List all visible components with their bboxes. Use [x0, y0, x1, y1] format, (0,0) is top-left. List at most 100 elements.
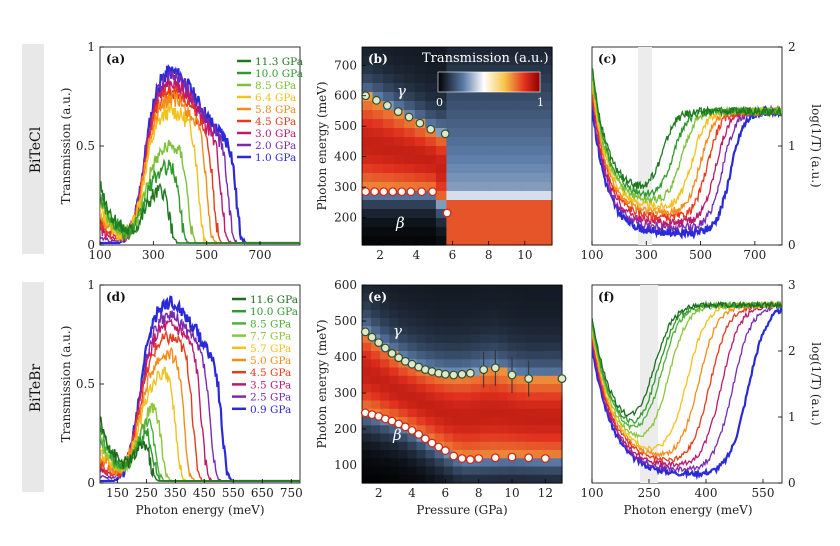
heat-cell	[462, 326, 472, 336]
heat-cell	[446, 236, 458, 246]
heat-cell	[525, 425, 536, 435]
heat-cell	[434, 384, 445, 393]
heat-cell	[480, 326, 490, 336]
heat-cell	[525, 417, 536, 426]
ytick-label: 700	[334, 58, 357, 72]
heat-cell	[425, 458, 436, 468]
heat-cell	[543, 293, 554, 303]
heat-cell	[462, 285, 472, 294]
heat-cell	[471, 301, 481, 311]
heat-cell	[516, 433, 527, 443]
legend-item: 5.0 GPa	[250, 355, 291, 367]
heat-cell	[443, 441, 454, 451]
heat-cell	[534, 450, 545, 459]
ytick-label: 3	[788, 278, 796, 292]
heat-cell	[416, 293, 427, 303]
heat-cell	[393, 164, 405, 174]
xtick-label: 400	[695, 486, 718, 500]
heat-cell	[452, 392, 463, 402]
heat-cell	[525, 351, 536, 360]
heat-cell	[383, 110, 395, 120]
heat-cell	[393, 83, 405, 93]
heat-cell	[457, 56, 469, 66]
heat-cell	[525, 392, 536, 402]
heat-cell	[480, 318, 490, 327]
heat-cell	[425, 101, 437, 111]
heat-cell	[362, 375, 372, 385]
heat-cell	[499, 236, 511, 246]
heat-cell	[446, 92, 458, 102]
legend-item: 11.3 GPa	[255, 56, 303, 68]
heat-cell	[383, 128, 395, 138]
heat-cell	[543, 392, 554, 402]
heat-cell	[525, 285, 536, 294]
heat-cell	[446, 227, 458, 237]
heat-cell	[443, 458, 454, 468]
gamma-label-e: γ	[393, 322, 402, 340]
heat-cell	[480, 417, 490, 426]
heat-cell	[530, 47, 543, 57]
heat-cell	[525, 342, 536, 352]
heat-cell	[478, 56, 490, 66]
ytick-label: 0.5	[76, 139, 95, 153]
heat-cell	[534, 384, 545, 393]
heat-cell	[446, 164, 458, 174]
ytick-label: 300	[334, 386, 357, 400]
heat-cell	[443, 309, 454, 319]
heat-cell	[498, 425, 509, 435]
heat-cell	[471, 458, 481, 468]
heat-cell	[516, 400, 527, 410]
heat-cell	[543, 417, 554, 426]
heat-cell	[488, 209, 500, 219]
heat-cell	[425, 236, 437, 246]
beta-point	[379, 187, 389, 197]
heat-cell	[389, 359, 399, 369]
panel-d: (d) Transmission (a.u.) Photon energy (m…	[59, 278, 303, 517]
heat-cell	[488, 47, 500, 57]
heat-cell	[371, 450, 381, 459]
heat-cell	[372, 227, 384, 237]
heat-cell	[462, 408, 472, 418]
heat-cell	[520, 56, 532, 66]
heat-cell	[446, 47, 458, 57]
beta-point	[370, 187, 380, 197]
heat-cell	[389, 450, 399, 459]
heat-cell	[435, 227, 448, 237]
heat-cell	[425, 56, 437, 66]
heat-cell	[478, 173, 490, 183]
xtick-label: 350	[164, 486, 187, 500]
heat-cell	[489, 293, 499, 303]
heat-cell	[534, 326, 545, 336]
heat-cell	[398, 433, 409, 443]
heat-cell	[434, 318, 445, 327]
heat-cell	[467, 218, 479, 228]
heat-cell	[498, 318, 509, 327]
heat-cell	[362, 65, 374, 75]
heat-cell	[462, 458, 472, 468]
heat-cell	[371, 367, 381, 377]
heat-cell	[416, 450, 427, 459]
heat-cell	[507, 441, 518, 451]
heat-cell	[380, 458, 390, 468]
gamma-point	[465, 368, 475, 378]
ytick-label: 600	[334, 278, 357, 292]
gamma-point	[440, 369, 450, 379]
heat-cell	[543, 450, 554, 459]
heat-cell	[443, 408, 454, 418]
heat-cell	[520, 128, 532, 138]
gamma-point	[440, 129, 450, 139]
heat-cell	[457, 65, 469, 75]
heat-cell	[362, 342, 372, 352]
heat-cell	[452, 326, 463, 336]
heat-cell	[404, 56, 416, 66]
gamma-point	[479, 365, 489, 375]
heat-cell	[488, 92, 500, 102]
heat-cell	[541, 164, 553, 174]
heat-cell	[425, 47, 437, 57]
heat-cell	[425, 83, 437, 93]
heat-cell	[443, 400, 454, 410]
heat-cell	[371, 375, 381, 385]
heat-cell	[534, 342, 545, 352]
heat-cell	[398, 309, 409, 319]
ytick-label: 200	[334, 211, 357, 225]
